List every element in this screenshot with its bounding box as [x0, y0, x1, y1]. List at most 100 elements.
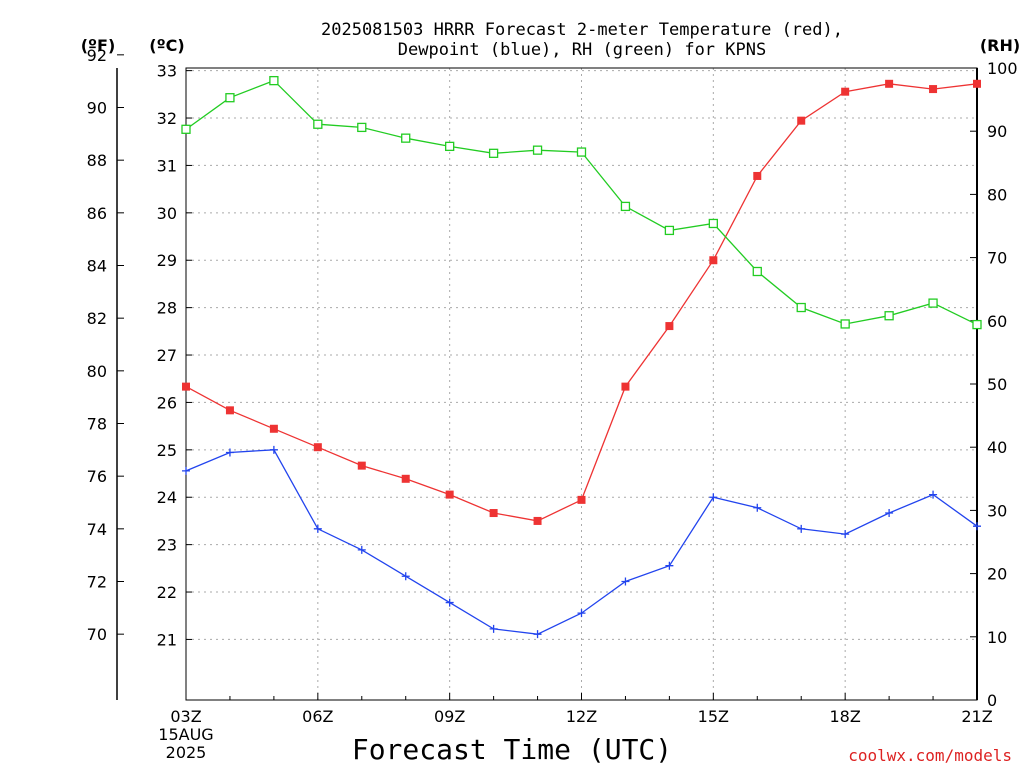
fahrenheit-tick-label: 92: [87, 46, 107, 65]
rh-point: [972, 319, 982, 330]
rh-point: [576, 147, 587, 157]
temperature-point: [445, 490, 454, 499]
chart-title-line1: 2025081503 HRRR Forecast 2-meter Tempera…: [321, 20, 843, 40]
x-tick-label: 15Z: [698, 707, 729, 726]
temperature-point: [841, 87, 850, 96]
dewpoint-point: [225, 448, 234, 457]
temperature-point: [929, 85, 938, 94]
rh-tick-label: 90: [987, 122, 1007, 141]
grid: [186, 68, 977, 700]
date-label-line2: 2025: [166, 743, 207, 762]
fahrenheit-tick-label: 82: [87, 309, 107, 328]
dewpoint-point: [313, 524, 322, 533]
x-axis-title: Forecast Time (UTC): [352, 733, 672, 766]
fahrenheit-tick-label: 74: [87, 520, 107, 539]
dewpoint-point: [577, 609, 586, 618]
rh-point: [796, 302, 806, 313]
rh-point: [620, 201, 631, 212]
dewpoint-point: [357, 545, 366, 554]
x-tick-label: 18Z: [830, 707, 861, 726]
temperature-point: [533, 516, 542, 525]
dewpoint-point: [621, 577, 630, 586]
dewpoint-point: [269, 445, 278, 454]
fahrenheit-tick-label: 78: [87, 415, 107, 434]
temperature-point: [225, 406, 234, 415]
dewpoint-point: [885, 509, 894, 518]
rh-point: [928, 298, 938, 308]
celsius-tick-label: 25: [157, 441, 177, 460]
dewpoint-point: [797, 524, 806, 533]
temperature-point: [313, 443, 322, 452]
fahrenheit-tick-label: 76: [87, 467, 107, 486]
celsius-tick-label: 28: [157, 299, 177, 318]
fahrenheit-tick-label: 88: [87, 151, 107, 170]
rh-tick-label: 100: [987, 59, 1018, 78]
fahrenheit-tick-label: 80: [87, 362, 107, 381]
fahrenheit-tick-label: 84: [87, 257, 107, 276]
dewpoint-point: [182, 466, 190, 475]
rh-point: [884, 311, 894, 321]
rh-point: [181, 124, 191, 134]
rh-point: [269, 75, 279, 86]
rh-tick-label: 0: [987, 691, 997, 710]
dewpoint-point: [841, 530, 850, 539]
celsius-tick-label: 22: [157, 583, 177, 602]
chart-title-line2: Dewpoint (blue), RH (green) for KPNS: [398, 40, 766, 60]
x-tick-label: 09Z: [434, 707, 465, 726]
rh-tick-label: 70: [987, 249, 1007, 268]
rh-tick-label: 10: [987, 628, 1007, 647]
dewpoint-point: [489, 624, 498, 633]
x-tick-label: 21Z: [961, 707, 992, 726]
fahrenheit-tick-label: 72: [87, 573, 107, 592]
rh-point: [313, 119, 323, 129]
celsius-tick-label: 31: [157, 156, 177, 175]
credit-text: coolwx.com/models: [848, 746, 1012, 765]
temperature-point: [797, 116, 806, 125]
rh-point: [445, 141, 455, 152]
temperature-point: [182, 382, 190, 391]
rh-point: [401, 133, 411, 143]
fahrenheit-tick-label: 70: [87, 625, 107, 644]
celsius-tick-label: 33: [157, 62, 177, 81]
temperature-point: [885, 79, 894, 88]
rh-point: [488, 148, 499, 158]
celsius-tick-label: 29: [157, 251, 177, 270]
x-tick-label: 12Z: [566, 707, 597, 726]
x-tick-label: 06Z: [302, 707, 333, 726]
temperature-point: [665, 322, 674, 331]
temperature-point: [577, 495, 586, 504]
axes: 70 72 74 76 78 80 82 84 86 88 90 92 21 22 23 24 25 26 27 28…: [87, 46, 1018, 726]
rh-tick-label: 30: [987, 501, 1007, 520]
fahrenheit-tick-label: 90: [87, 99, 107, 118]
temperature-point: [489, 509, 498, 518]
rh-point: [840, 319, 850, 329]
dewpoint-point: [533, 630, 542, 639]
x-tick-label: 03Z: [170, 707, 201, 726]
temperature-point: [709, 256, 718, 265]
celsius-tick-label: 26: [157, 393, 177, 412]
rh-point: [357, 122, 367, 133]
plot-frame: [185, 67, 978, 701]
celsius-tick-label: 21: [157, 630, 177, 649]
dewpoint-point: [973, 522, 981, 531]
temperature-point: [973, 79, 981, 88]
unit-fahrenheit-label: (ºF): [81, 36, 116, 55]
dewpoint-point: [709, 493, 718, 502]
temperature-point: [269, 424, 278, 433]
series: [181, 75, 982, 639]
celsius-tick-label: 30: [157, 204, 177, 223]
rh-point: [225, 93, 235, 103]
rh-point: [752, 266, 762, 277]
rh-tick-label: 20: [987, 565, 1007, 584]
dewpoint-point: [445, 598, 454, 607]
rh-tick-label: 40: [987, 438, 1007, 457]
celsius-tick-label: 32: [157, 109, 177, 128]
rh-point: [532, 145, 543, 155]
celsius-tick-label: 23: [157, 536, 177, 555]
dewpoint-point: [401, 572, 410, 581]
dewpoint-point: [665, 561, 674, 570]
unit-celsius-label: (ºC): [149, 36, 184, 55]
rh-tick-label: 60: [987, 312, 1007, 331]
dewpoint-point: [929, 490, 938, 499]
